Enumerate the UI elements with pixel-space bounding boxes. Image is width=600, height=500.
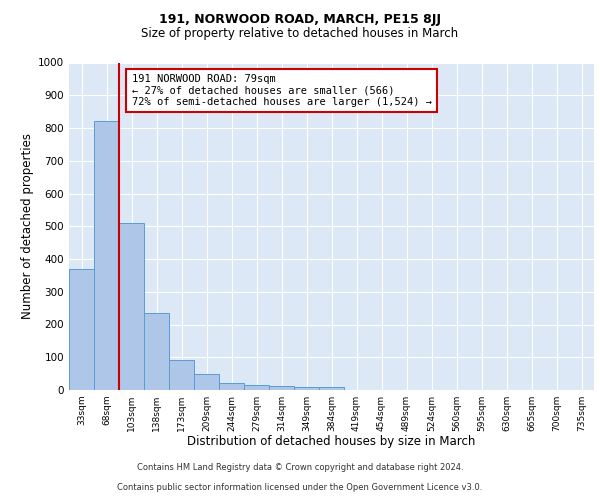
Bar (269, 386, 294, 390)
Text: Size of property relative to detached houses in March: Size of property relative to detached ho… (142, 28, 458, 40)
Bar (319, 386, 344, 390)
Text: 191, NORWOOD ROAD, MARCH, PE15 8JJ: 191, NORWOOD ROAD, MARCH, PE15 8JJ (159, 12, 441, 26)
Bar (94, 122, 119, 390)
X-axis label: Distribution of detached houses by size in March: Distribution of detached houses by size … (187, 436, 476, 448)
Bar (69, 269, 94, 390)
Bar (294, 386, 319, 390)
Bar (144, 313, 169, 390)
Bar (244, 385, 269, 390)
Bar (169, 360, 194, 390)
Text: Contains HM Land Registry data © Crown copyright and database right 2024.: Contains HM Land Registry data © Crown c… (137, 464, 463, 472)
Bar (119, 223, 144, 390)
Bar (219, 383, 244, 390)
Text: Contains public sector information licensed under the Open Government Licence v3: Contains public sector information licen… (118, 484, 482, 492)
Text: 191 NORWOOD ROAD: 79sqm
← 27% of detached houses are smaller (566)
72% of semi-d: 191 NORWOOD ROAD: 79sqm ← 27% of detache… (131, 74, 431, 107)
Y-axis label: Number of detached properties: Number of detached properties (21, 133, 34, 320)
Bar (194, 374, 219, 390)
